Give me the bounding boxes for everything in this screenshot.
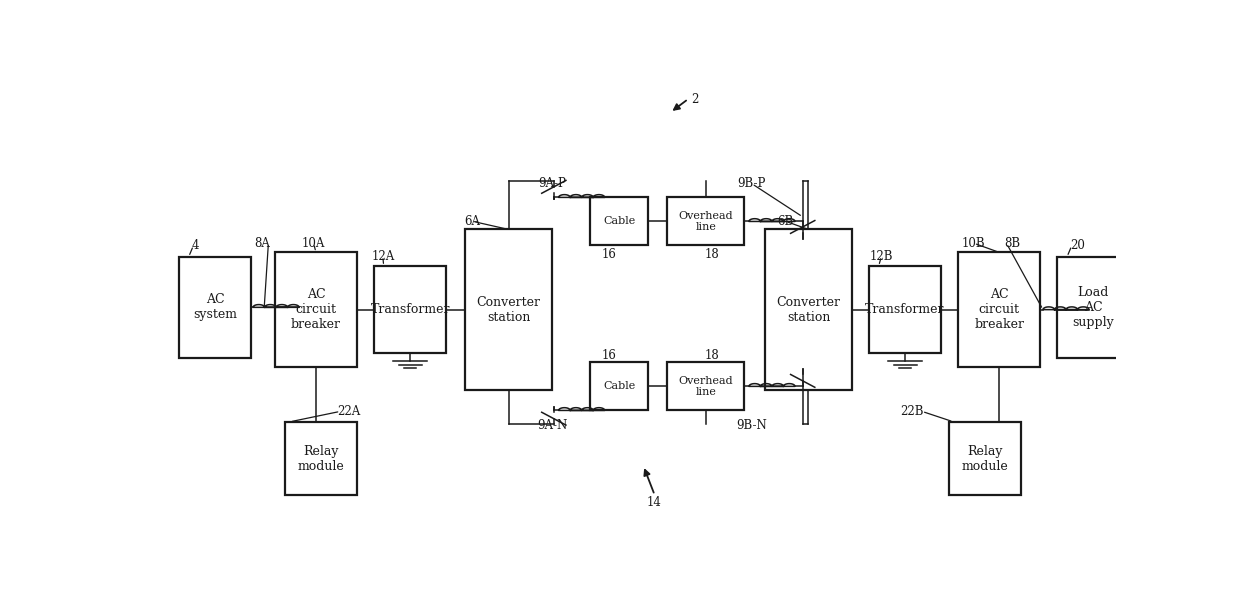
- Bar: [765, 230, 852, 390]
- Text: Cable: Cable: [603, 217, 635, 227]
- Text: 10A: 10A: [301, 237, 325, 250]
- Bar: [374, 266, 446, 353]
- Text: 16: 16: [601, 349, 616, 362]
- Text: 8B: 8B: [1004, 237, 1021, 250]
- Bar: [1058, 257, 1130, 358]
- Text: 22B: 22B: [900, 405, 924, 418]
- Bar: [275, 252, 357, 367]
- Text: 9B-N: 9B-N: [737, 419, 768, 431]
- Text: 2: 2: [691, 93, 698, 107]
- Text: Overhead
line: Overhead line: [678, 211, 733, 232]
- Text: Converter
station: Converter station: [476, 296, 541, 324]
- Text: 6B: 6B: [777, 215, 794, 228]
- Bar: [590, 362, 649, 411]
- Text: 14: 14: [646, 496, 661, 509]
- Text: 9A-P: 9A-P: [538, 177, 565, 190]
- Bar: [667, 362, 744, 411]
- Text: 22A: 22A: [337, 405, 361, 418]
- Text: 12B: 12B: [869, 249, 893, 262]
- Text: Relay
module: Relay module: [961, 444, 1008, 472]
- Text: 8A: 8A: [254, 237, 270, 250]
- Text: Overhead
line: Overhead line: [678, 375, 733, 397]
- Bar: [590, 198, 649, 246]
- Text: 18: 18: [704, 248, 719, 261]
- Bar: [667, 198, 744, 246]
- Text: 20: 20: [1070, 239, 1085, 252]
- Text: Transformer: Transformer: [866, 303, 945, 316]
- Text: 18: 18: [704, 349, 719, 362]
- Text: Relay
module: Relay module: [298, 444, 345, 472]
- Text: 6A: 6A: [464, 215, 480, 228]
- Text: 4: 4: [191, 239, 198, 252]
- Text: 10B: 10B: [962, 237, 986, 250]
- Text: AC
circuit
breaker: AC circuit breaker: [975, 288, 1024, 331]
- Text: AC
system: AC system: [193, 293, 237, 321]
- Bar: [959, 252, 1040, 367]
- Text: 9A-N: 9A-N: [537, 419, 567, 431]
- Text: Load
AC
supply: Load AC supply: [1073, 286, 1115, 329]
- Text: Converter
station: Converter station: [776, 296, 841, 324]
- Bar: [465, 230, 552, 390]
- Bar: [869, 266, 941, 353]
- Bar: [949, 422, 1021, 495]
- Text: 16: 16: [601, 248, 616, 261]
- Text: Cable: Cable: [603, 381, 635, 392]
- Text: AC
circuit
breaker: AC circuit breaker: [291, 288, 341, 331]
- Bar: [179, 257, 250, 358]
- Text: 12A: 12A: [371, 249, 394, 262]
- Text: 9B-P: 9B-P: [738, 177, 766, 190]
- Text: Transformer: Transformer: [371, 303, 450, 316]
- Bar: [285, 422, 357, 495]
